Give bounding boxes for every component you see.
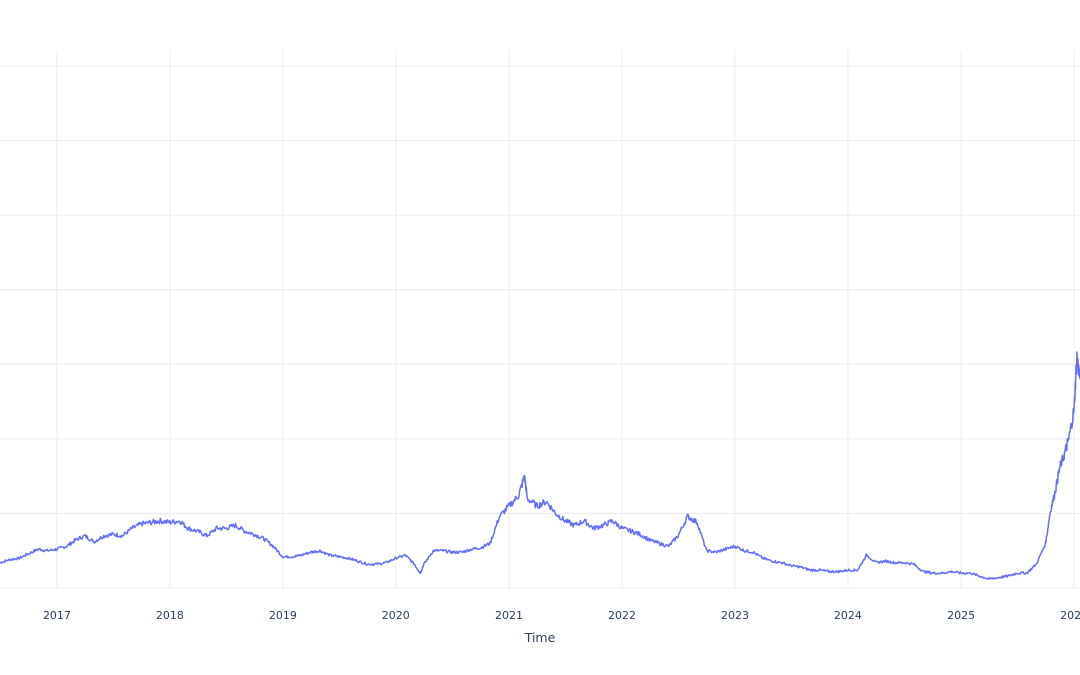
x-gridlines [56,50,1075,588]
x-tick-label: 2018 [156,609,184,622]
x-tick-label: 2023 [721,609,749,622]
x-tick-label: 2019 [269,609,297,622]
x-tick-label: 2021 [495,609,523,622]
series-line[interactable] [0,351,1080,580]
x-axis-title: Time [524,630,556,645]
x-tick-label: 2024 [834,609,862,622]
x-tick-labels: 2017 2018 2019 2020 2021 2022 2023 2024 2025 2026 [43,609,1080,622]
y-gridlines [0,65,1080,514]
x-tick-label: 2017 [43,609,71,622]
x-tick-label: 2022 [608,609,636,622]
x-tick-label: 2025 [947,609,975,622]
x-tick-label: 2020 [382,609,410,622]
x-tick-label: 2026 [1060,609,1080,622]
